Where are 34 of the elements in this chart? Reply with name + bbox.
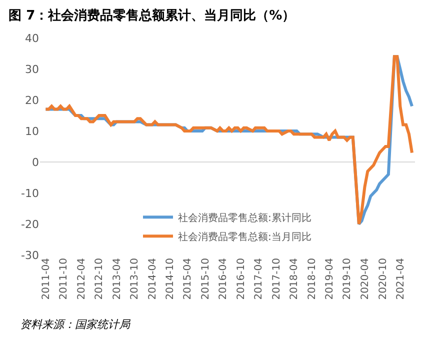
x-tick-label: 2014-04: [147, 258, 158, 300]
y-tick-label: 0: [32, 156, 39, 169]
x-tick-label: 2012-04: [76, 258, 88, 300]
y-tick-label: -20: [21, 218, 39, 231]
x-tick-label: 2016-10: [236, 258, 247, 300]
y-tick-label: -10: [21, 186, 39, 200]
x-tick-label: 2019-10: [342, 258, 354, 300]
chart-title: 图 7：社会消费品零售总额累计、当月同比（%）: [8, 7, 296, 24]
x-tick-label: 2013-10: [130, 258, 141, 300]
y-tick-label: 40: [25, 32, 39, 45]
x-tick-label: 2020-10: [378, 258, 389, 300]
y-tick-label: 20: [25, 94, 39, 107]
x-tick-label: 2019-04: [324, 258, 336, 300]
x-tick-label: 2018-04: [289, 258, 300, 300]
x-tick-label: 2020-04: [360, 258, 371, 300]
x-tick-label: 2021-04: [395, 258, 406, 300]
y-tick-label: 30: [25, 62, 39, 76]
y-tick-label: -30: [21, 248, 39, 262]
x-tick-label: 2017-10: [271, 258, 282, 300]
legend-label: 社会消费品零售总额:累计同比: [178, 212, 312, 224]
x-tick-label: 2014-10: [165, 258, 176, 300]
x-tick-label: 2015-10: [200, 258, 212, 300]
legend-label: 社会消费品零售总额:当月同比: [178, 231, 312, 244]
x-tick-label: 2017-04: [254, 258, 265, 300]
text: 资料来源：国家统计局: [20, 318, 131, 331]
x-tick-label: 2013-04: [112, 258, 123, 300]
x-tick-label: 2015-04: [182, 258, 194, 300]
x-tick-label: 2011-10: [58, 258, 70, 300]
x-tick-label: 2011-04: [40, 258, 52, 300]
x-tick-label: 2012-10: [94, 258, 106, 300]
line-series: [44, 55, 414, 226]
x-tick-label: 2016-04: [218, 258, 230, 300]
x-tick-label: 2018-10: [306, 258, 318, 300]
y-tick-label: 10: [25, 124, 39, 138]
